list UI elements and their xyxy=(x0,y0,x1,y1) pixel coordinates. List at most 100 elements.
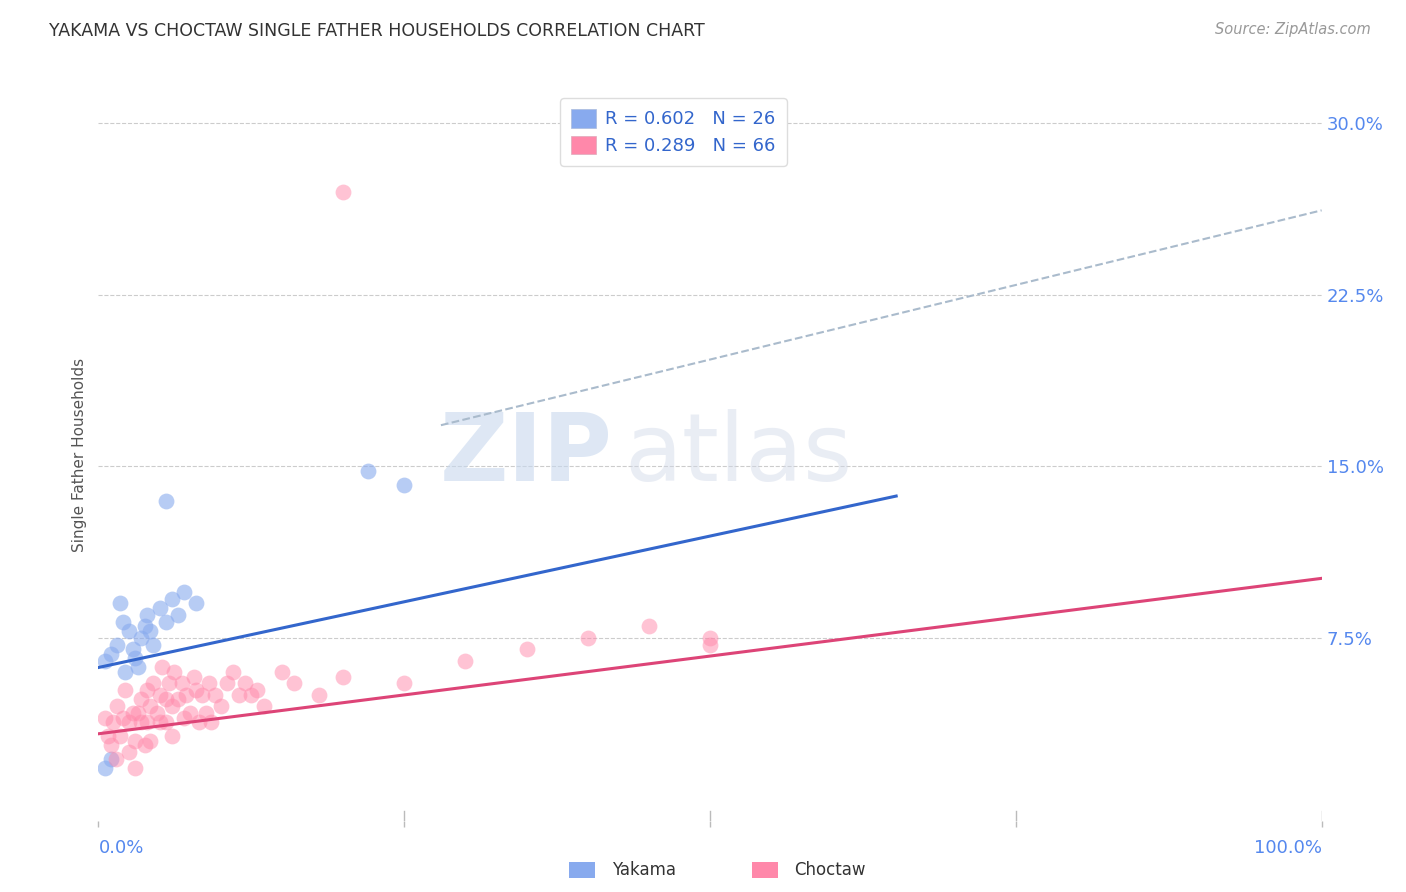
Point xyxy=(105,699,128,714)
Point xyxy=(118,745,141,759)
Point xyxy=(124,733,146,747)
Point xyxy=(136,715,159,730)
Point xyxy=(187,715,209,730)
Point xyxy=(136,683,159,698)
Point xyxy=(222,665,245,679)
Point xyxy=(155,692,177,706)
Point xyxy=(176,688,198,702)
Point xyxy=(163,665,186,679)
Point xyxy=(200,715,222,730)
Point xyxy=(252,699,274,714)
Point xyxy=(173,585,195,599)
Point xyxy=(157,676,180,690)
Point xyxy=(129,692,152,706)
Point xyxy=(114,683,136,698)
Point xyxy=(124,761,146,775)
Text: 100.0%: 100.0% xyxy=(1254,838,1322,857)
Point xyxy=(149,715,172,730)
Point xyxy=(454,654,477,668)
Point xyxy=(136,607,159,622)
Text: 0.0%: 0.0% xyxy=(98,838,143,857)
Point xyxy=(111,615,134,629)
Point xyxy=(129,715,152,730)
Point xyxy=(139,699,162,714)
Point xyxy=(150,660,173,674)
Y-axis label: Single Father Households: Single Father Households xyxy=(72,358,87,552)
Point xyxy=(97,729,120,743)
Point xyxy=(167,607,190,622)
Point xyxy=(246,683,269,698)
Point xyxy=(134,738,156,752)
Point xyxy=(93,711,115,725)
Point xyxy=(183,670,205,684)
Point xyxy=(149,688,172,702)
Point xyxy=(170,676,193,690)
Point xyxy=(118,715,141,730)
Point xyxy=(638,619,661,633)
Point xyxy=(195,706,218,721)
Point xyxy=(270,665,294,679)
Point xyxy=(240,688,263,702)
Point xyxy=(142,638,165,652)
Point xyxy=(100,647,122,661)
Point xyxy=(356,464,378,478)
Point xyxy=(173,711,195,725)
Point xyxy=(124,651,146,665)
Point xyxy=(332,185,354,199)
Point xyxy=(699,631,721,645)
Point xyxy=(93,654,115,668)
Point xyxy=(118,624,141,638)
Point xyxy=(100,752,122,766)
Point xyxy=(204,688,226,702)
Point xyxy=(332,670,354,684)
Point xyxy=(215,676,238,690)
Point xyxy=(134,619,156,633)
Text: Source: ZipAtlas.com: Source: ZipAtlas.com xyxy=(1215,22,1371,37)
Text: atlas: atlas xyxy=(624,409,852,501)
Point xyxy=(576,631,599,645)
Text: Yakama: Yakama xyxy=(612,861,676,879)
Point xyxy=(160,729,183,743)
Point xyxy=(233,676,256,690)
Point xyxy=(392,676,416,690)
Point xyxy=(191,688,214,702)
Point xyxy=(121,642,143,657)
Point xyxy=(127,660,149,674)
Text: ZIP: ZIP xyxy=(439,409,612,501)
Point xyxy=(155,715,177,730)
Point xyxy=(160,591,183,606)
Point xyxy=(110,597,132,611)
Point xyxy=(127,706,149,721)
Point xyxy=(209,699,232,714)
Point xyxy=(155,493,177,508)
Point xyxy=(308,688,330,702)
Point xyxy=(93,761,115,775)
Point xyxy=(114,665,136,679)
Point xyxy=(228,688,250,702)
Point xyxy=(186,597,208,611)
Point xyxy=(392,477,416,491)
Point xyxy=(142,676,165,690)
Point xyxy=(699,638,721,652)
Point xyxy=(104,752,127,766)
Point xyxy=(149,601,172,615)
Legend: R = 0.602   N = 26, R = 0.289   N = 66: R = 0.602 N = 26, R = 0.289 N = 66 xyxy=(560,98,786,166)
Point xyxy=(197,676,219,690)
Point xyxy=(283,676,305,690)
Point xyxy=(146,706,169,721)
Point xyxy=(129,631,152,645)
Point xyxy=(121,706,143,721)
Point xyxy=(155,615,177,629)
Text: YAKAMA VS CHOCTAW SINGLE FATHER HOUSEHOLDS CORRELATION CHART: YAKAMA VS CHOCTAW SINGLE FATHER HOUSEHOL… xyxy=(49,22,704,40)
Point xyxy=(110,729,132,743)
Point xyxy=(515,642,537,657)
Point xyxy=(101,715,124,730)
Point xyxy=(186,683,208,698)
Point xyxy=(139,624,162,638)
Point xyxy=(111,711,134,725)
Point xyxy=(139,733,162,747)
Point xyxy=(179,706,201,721)
Text: Choctaw: Choctaw xyxy=(794,861,866,879)
Point xyxy=(105,638,128,652)
Point xyxy=(160,699,183,714)
